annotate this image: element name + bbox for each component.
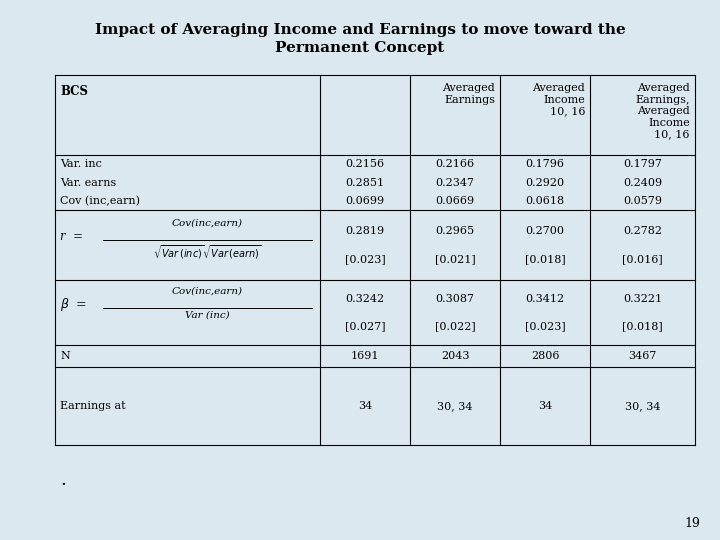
Text: 2043: 2043 xyxy=(441,351,469,361)
Text: 0.3242: 0.3242 xyxy=(346,294,384,303)
Text: 34: 34 xyxy=(538,401,552,411)
Text: 0.0699: 0.0699 xyxy=(346,196,384,206)
Text: 0.0618: 0.0618 xyxy=(526,196,564,206)
Text: 30, 34: 30, 34 xyxy=(437,401,473,411)
Text: Averaged
Earnings,
Averaged
Income
10, 16: Averaged Earnings, Averaged Income 10, 1… xyxy=(636,83,690,139)
Text: 19: 19 xyxy=(684,517,700,530)
Text: [0.018]: [0.018] xyxy=(622,321,663,332)
Text: Var (inc): Var (inc) xyxy=(185,310,230,320)
Text: $\beta$  =: $\beta$ = xyxy=(60,296,87,313)
Text: Averaged
Income
10, 16: Averaged Income 10, 16 xyxy=(532,83,585,116)
Text: Permanent Concept: Permanent Concept xyxy=(275,41,445,55)
Text: [0.016]: [0.016] xyxy=(622,254,663,264)
Text: r  =: r = xyxy=(60,231,83,244)
Text: 0.2166: 0.2166 xyxy=(436,159,474,169)
Text: $\sqrt{Var\,(inc)}\sqrt{Var\,(earn)}$: $\sqrt{Var\,(inc)}\sqrt{Var\,(earn)}$ xyxy=(153,243,262,261)
Text: 0.2920: 0.2920 xyxy=(526,178,564,187)
Text: [0.023]: [0.023] xyxy=(345,254,385,264)
Text: Averaged
Earnings: Averaged Earnings xyxy=(442,83,495,105)
Text: [0.022]: [0.022] xyxy=(435,321,475,332)
Text: 0.2965: 0.2965 xyxy=(436,226,474,236)
Text: 0.1796: 0.1796 xyxy=(526,159,564,169)
Text: [0.021]: [0.021] xyxy=(435,254,475,264)
Text: 0.2782: 0.2782 xyxy=(623,226,662,236)
Text: Cov(inc,earn): Cov(inc,earn) xyxy=(172,219,243,228)
Text: .: . xyxy=(60,471,66,489)
Text: 0.2700: 0.2700 xyxy=(526,226,564,236)
Text: BCS: BCS xyxy=(60,85,88,98)
Text: [0.018]: [0.018] xyxy=(525,254,565,264)
Text: 0.0579: 0.0579 xyxy=(623,196,662,206)
Text: 3467: 3467 xyxy=(629,351,657,361)
Text: 0.2851: 0.2851 xyxy=(346,178,384,187)
Text: 1691: 1691 xyxy=(351,351,379,361)
Text: 0.3087: 0.3087 xyxy=(436,294,474,303)
Text: 0.1797: 0.1797 xyxy=(623,159,662,169)
Text: 34: 34 xyxy=(358,401,372,411)
Text: Var. inc: Var. inc xyxy=(60,159,102,169)
Text: 0.2156: 0.2156 xyxy=(346,159,384,169)
Text: 0.0669: 0.0669 xyxy=(436,196,474,206)
Text: [0.023]: [0.023] xyxy=(525,321,565,332)
Text: 0.2347: 0.2347 xyxy=(436,178,474,187)
Text: [0.027]: [0.027] xyxy=(345,321,385,332)
Text: Cov(inc,earn): Cov(inc,earn) xyxy=(172,287,243,295)
Text: N: N xyxy=(60,351,70,361)
Text: Impact of Averaging Income and Earnings to move toward the: Impact of Averaging Income and Earnings … xyxy=(94,23,626,37)
Text: 0.2819: 0.2819 xyxy=(346,226,384,236)
Text: 2806: 2806 xyxy=(531,351,559,361)
Text: Var. earns: Var. earns xyxy=(60,178,116,187)
Text: 0.3412: 0.3412 xyxy=(526,294,564,303)
Text: 0.3221: 0.3221 xyxy=(623,294,662,303)
Text: 0.2409: 0.2409 xyxy=(623,178,662,187)
Text: Cov (inc,earn): Cov (inc,earn) xyxy=(60,195,140,206)
Text: Earnings at: Earnings at xyxy=(60,401,125,411)
Text: 30, 34: 30, 34 xyxy=(625,401,660,411)
